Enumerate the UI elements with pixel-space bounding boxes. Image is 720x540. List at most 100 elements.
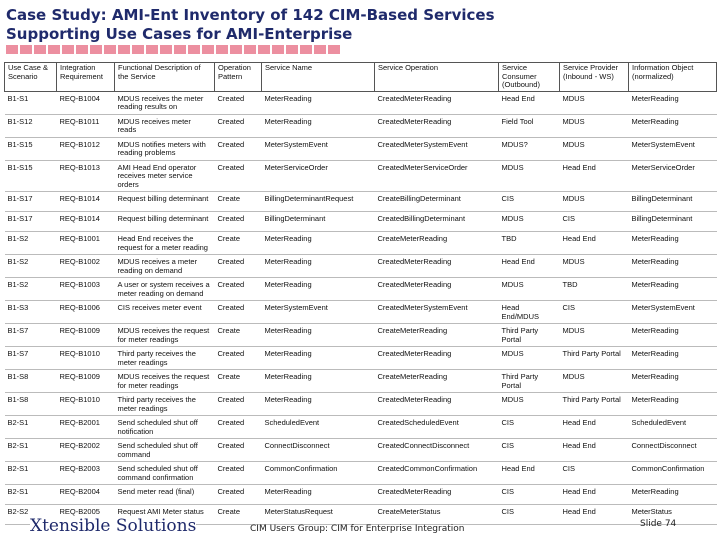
table-row: B1-S15 REQ-B1012 MDUS notifies meters with… <box>4 137 717 161</box>
table-cell: Third Party Portal <box>559 346 629 370</box>
table-row: B1-S17 REQ-B1014 Request billing determina… <box>4 191 717 212</box>
table-cell: B1-S15 <box>4 160 57 192</box>
table-cell: Head End <box>559 484 629 505</box>
header-row: Use Case & Scenario Integration Requireme… <box>4 62 717 92</box>
table-cell: B1-S15 <box>4 137 57 161</box>
table-cell: Third Party Portal <box>559 392 629 416</box>
table-cell: Create <box>214 191 262 212</box>
table-row: B2-S1 REQ-B2003 Send scheduled shut off co… <box>4 461 717 485</box>
table-cell: CreateMeterReading <box>374 231 499 255</box>
table-cell: REQ-B1014 <box>56 191 115 212</box>
table-cell: CIS <box>498 438 560 462</box>
table-cell: MDUS receives the meter reading results … <box>114 91 215 115</box>
table-cell: REQ-B1001 <box>56 231 115 255</box>
table-cell: CreatedMeterReading <box>374 484 499 505</box>
table-cell: MDUS <box>498 346 560 370</box>
table-cell: CreatedMeterSystemEvent <box>374 300 499 324</box>
table-cell: Send scheduled shut off command confirma… <box>114 461 215 485</box>
table-cell: MeterReading <box>261 231 375 255</box>
table-cell: B1-S2 <box>4 254 57 278</box>
table-row: B1-S2 REQ-B1003 A user or system receives … <box>4 277 717 301</box>
table-cell: Head End <box>498 91 560 115</box>
table-row: B1-S8 REQ-B1010 Third party receives the m… <box>4 392 717 416</box>
table-cell: Request billing determinant <box>114 191 215 212</box>
table-cell: Create <box>214 504 262 525</box>
table-cell: B2-S1 <box>4 438 57 462</box>
table-cell: MeterReading <box>628 277 717 301</box>
table-cell: CommonConfirmation <box>628 461 717 485</box>
table-cell: MeterSystemEvent <box>628 137 717 161</box>
table-cell: MeterStatus <box>628 504 717 525</box>
table-cell: MDUS <box>559 91 629 115</box>
table-cell: Head End <box>559 438 629 462</box>
services-table: Use Case & Scenario Integration Requireme… <box>4 62 717 525</box>
slide-title: Case Study: AMI-Ent Inventory of 142 CIM… <box>6 6 495 44</box>
table-cell: MeterServiceOrder <box>628 160 717 192</box>
table-cell: B1-S3 <box>4 300 57 324</box>
table-cell: CIS <box>498 484 560 505</box>
table-cell: MeterReading <box>628 91 717 115</box>
table-cell: Third party receives the meter readings <box>114 346 215 370</box>
table-row: B1-S3 REQ-B1006 CIS receives meter event Cr… <box>4 300 717 324</box>
table-cell: Created <box>214 91 262 115</box>
table-cell: TBD <box>498 231 560 255</box>
table-cell: MeterReading <box>628 484 717 505</box>
table-cell: Head End <box>498 254 560 278</box>
table-cell: Created <box>214 484 262 505</box>
table-row: B2-S1 REQ-B2004 Send meter read (final) Cre… <box>4 484 717 505</box>
table-cell: MeterReading <box>261 254 375 278</box>
table-cell: Created <box>214 415 262 439</box>
table-cell: MeterReading <box>261 91 375 115</box>
column-header: Service Name <box>261 62 375 92</box>
table-cell: TBD <box>559 277 629 301</box>
table-row: B2-S1 REQ-B2001 Send scheduled shut off no… <box>4 415 717 439</box>
table-row: B1-S2 REQ-B1001 Head End receives the requ… <box>4 231 717 255</box>
table-cell: MDUS receives a meter reading on demand <box>114 254 215 278</box>
table-row: B2-S1 REQ-B2002 Send scheduled shut off co… <box>4 438 717 462</box>
table-cell: MeterReading <box>261 114 375 138</box>
table-cell: Head End/MDUS <box>498 300 560 324</box>
table-cell: CreatedMeterReading <box>374 91 499 115</box>
table-cell: CreatedBillingDeterminant <box>374 211 499 232</box>
table-row: B2-S2 REQ-B2005 Request AMI Meter status Cr… <box>4 504 717 525</box>
table-cell: B1-S17 <box>4 191 57 212</box>
table-cell: Created <box>214 160 262 192</box>
table-cell: MDUS <box>498 277 560 301</box>
table-cell: Request billing determinant <box>114 211 215 232</box>
table-cell: REQ-B1009 <box>56 323 115 347</box>
table-cell: A user or system receives a meter readin… <box>114 277 215 301</box>
table-cell: B2-S1 <box>4 415 57 439</box>
logo: Xtensible Solutions <box>30 516 197 536</box>
table-cell: MeterReading <box>628 392 717 416</box>
table-cell: REQ-B2003 <box>56 461 115 485</box>
column-header: Functional Description of the Service <box>114 62 215 92</box>
table-cell: REQ-B2004 <box>56 484 115 505</box>
table-cell: CreateBillingDeterminant <box>374 191 499 212</box>
table-cell: MeterReading <box>628 369 717 393</box>
table-cell: MeterReading <box>628 254 717 278</box>
table-body: B1-S1 REQ-B1004 MDUS receives the meter re… <box>4 91 717 525</box>
table-cell: CreatedMeterReading <box>374 114 499 138</box>
table-cell: MeterReading <box>628 231 717 255</box>
table-cell: BillingDeterminant <box>261 211 375 232</box>
slide-number: Slide 74 <box>640 519 677 529</box>
table-cell: CIS <box>559 300 629 324</box>
table-cell: REQ-B1006 <box>56 300 115 324</box>
table-cell: B1-S17 <box>4 211 57 232</box>
table-cell: REQ-B1003 <box>56 277 115 301</box>
table-cell: BillingDeterminantRequest <box>261 191 375 212</box>
table-cell: REQ-B1002 <box>56 254 115 278</box>
table-cell: Created <box>214 277 262 301</box>
table-row: B1-S7 REQ-B1010 Third party receives the m… <box>4 346 717 370</box>
table-cell: CreateMeterReading <box>374 369 499 393</box>
column-header: Service Provider (Inbound - WS) <box>559 62 629 92</box>
table-cell: B1-S7 <box>4 323 57 347</box>
footer-caption: CIM Users Group: CIM for Enterprise Inte… <box>250 524 465 534</box>
column-header: Service Consumer (Outbound) <box>498 62 560 92</box>
table-cell: B2-S1 <box>4 484 57 505</box>
table-cell: CreatedMeterReading <box>374 277 499 301</box>
table-cell: MDUS receives the request for meter read… <box>114 369 215 393</box>
table-cell: Create <box>214 369 262 393</box>
table-cell: CreatedScheduledEvent <box>374 415 499 439</box>
table-cell: ConnectDisconnect <box>628 438 717 462</box>
